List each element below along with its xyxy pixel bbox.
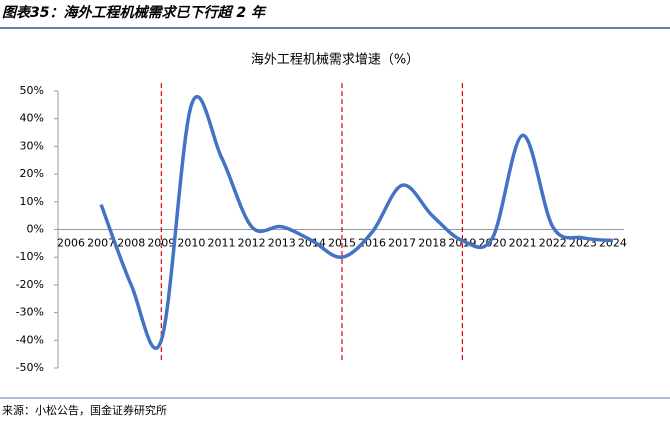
y-tick-label: -10% (16, 250, 44, 263)
chart-title: 海外工程机械需求增速（%） (251, 53, 419, 68)
x-tick-label: 2010 (177, 237, 205, 250)
y-tick-label: -30% (16, 306, 44, 319)
x-tick-label: 2006 (57, 237, 85, 250)
y-tick-label: 10% (20, 195, 44, 208)
x-tick-label: 2007 (87, 237, 115, 250)
x-tick-label: 2022 (539, 237, 567, 250)
x-tick-label: 2013 (268, 237, 296, 250)
x-tick-label: 2017 (388, 237, 416, 250)
header-title: 图表35：海外工程机械需求已下行超 2 年 (2, 4, 267, 21)
source: 来源：小松公告，国金证券研究所 (2, 403, 167, 417)
y-tick-label: -50% (16, 361, 44, 374)
y-tick-label: 0% (27, 223, 44, 236)
y-tick-label: 20% (20, 167, 44, 180)
y-tick-label: 50% (20, 84, 44, 97)
x-tick-label: 2021 (509, 237, 537, 250)
x-tick-label: 2018 (418, 237, 446, 250)
x-tick-label: 2012 (238, 237, 266, 250)
y-tick-label: 30% (20, 139, 44, 152)
series-line (99, 94, 614, 351)
y-tick-label: -20% (16, 278, 44, 291)
x-tick-label: 2011 (208, 237, 236, 250)
y-tick-label: 40% (20, 112, 44, 125)
x-tick-label: 2008 (117, 237, 145, 250)
y-tick-label: -40% (16, 333, 44, 346)
